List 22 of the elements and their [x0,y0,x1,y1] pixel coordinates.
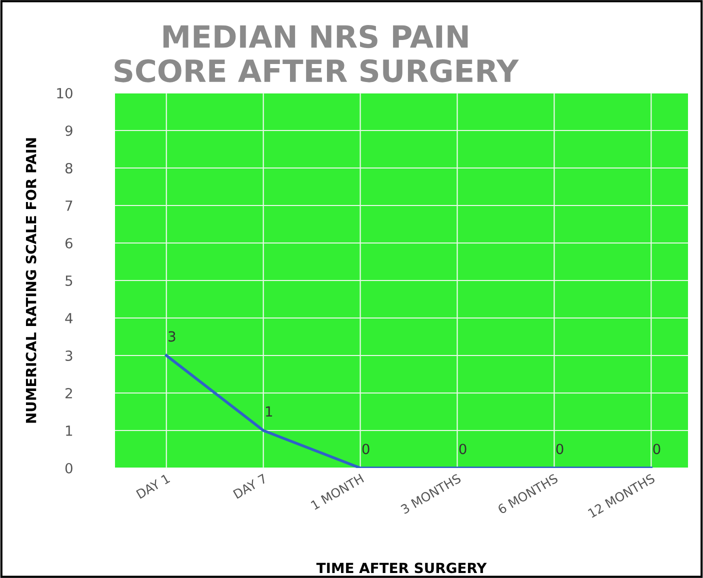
y-tick-label: 7 [66,200,72,211]
x-tick-label: DAY 1 [136,474,170,499]
y-tick-label: 9 [65,125,72,136]
data-label: 0 [459,444,466,454]
x-tick-label: DAY 7 [232,474,268,499]
data-label: 3 [168,331,176,342]
y-axis-title: NUMERICAL RATING SCALE FOR PAIN [26,138,36,423]
x-axis-title: TIME AFTER SURGERY [316,562,487,574]
data-label: 0 [653,444,660,454]
y-tick-label: 5 [66,276,72,286]
data-label: 0 [362,444,370,454]
y-tick-label: 10 [57,88,72,98]
data-label: 1 [266,406,272,416]
y-tick-label: 2 [66,388,72,398]
data-label: 0 [556,444,564,454]
y-tick-label: 0 [65,462,72,474]
y-tick-label: 8 [65,162,72,174]
y-tick-label: 6 [65,238,72,248]
chart-title: MEDIAN NRS PAIN SCORE AFTER SURGERY [114,24,519,82]
y-tick-label: 1 [66,426,72,436]
y-tick-label: 4 [65,313,73,324]
y-tick-label: 3 [66,350,72,361]
